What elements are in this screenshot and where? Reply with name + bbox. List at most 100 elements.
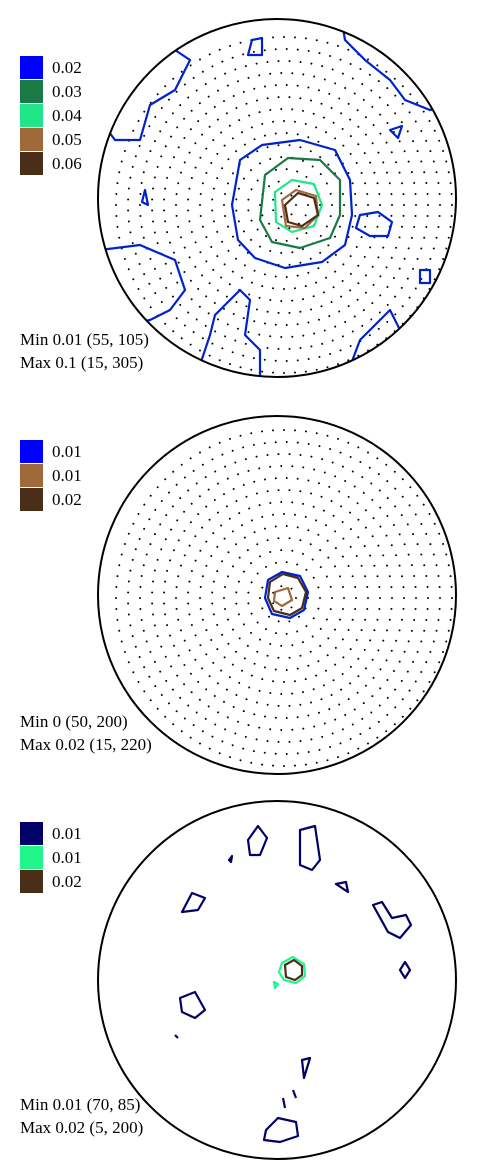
grid-dot [212, 580, 215, 583]
grid-dot [364, 116, 367, 119]
grid-dot [347, 628, 350, 631]
grid-dot [395, 639, 398, 642]
grid-dot [398, 533, 401, 536]
grid-dot [212, 220, 215, 223]
grid-dot [115, 607, 118, 610]
grid-dot [449, 575, 452, 578]
grid-dot [398, 660, 401, 663]
grid-dot [188, 187, 191, 190]
grid-dot [349, 62, 352, 65]
grid-dot [190, 624, 193, 627]
grid-dot [236, 80, 239, 83]
grid-dot [285, 525, 288, 528]
grid-dot [369, 639, 372, 642]
grid-dot [151, 602, 154, 605]
grid-dot [406, 670, 409, 673]
grid-dot [232, 705, 235, 708]
grid-dot [280, 585, 283, 588]
grid-dot [231, 530, 234, 533]
grid-dot [423, 564, 426, 567]
grid-dot [272, 513, 275, 516]
grid-dot [224, 465, 227, 468]
grid-dot [187, 591, 190, 594]
grid-dot [231, 172, 234, 175]
grid-dot [378, 489, 381, 492]
grid-dot [227, 618, 230, 621]
grid-dot [227, 182, 230, 185]
grid-dot [378, 607, 381, 610]
grid-dot [245, 698, 248, 701]
grid-dot [379, 275, 382, 278]
grid-dot [237, 220, 240, 223]
grid-dot [356, 298, 359, 301]
grid-dot [232, 312, 235, 315]
grid-dots [115, 36, 453, 374]
grid-dot [250, 219, 253, 222]
legend-label: 0.02 [52, 872, 82, 891]
grid-dot [433, 129, 436, 132]
grid-dot [299, 703, 302, 706]
grid-dot [351, 225, 354, 228]
grid-dot [164, 187, 167, 190]
grid-dot [238, 556, 241, 559]
grid-dot [296, 752, 299, 755]
grid-dot [296, 323, 299, 326]
grid-dot [201, 575, 204, 578]
grid-dot [344, 713, 347, 716]
grid-dot [293, 429, 296, 432]
grid-dot [355, 597, 357, 599]
grid-dot [285, 477, 288, 480]
grid-dot [154, 115, 157, 118]
grid-dot [201, 337, 204, 340]
grid-dot [368, 727, 371, 730]
grid-dot [235, 257, 238, 260]
grid-dot [372, 517, 375, 520]
grid-dot [437, 618, 440, 621]
grid-dot [248, 293, 251, 296]
grid-dot [317, 267, 320, 270]
grid-dot [183, 117, 186, 120]
grid-dot [353, 315, 356, 318]
grid-dot [283, 429, 285, 431]
grid-dot [205, 564, 208, 567]
grid-dot [319, 204, 321, 206]
grid-dot [250, 368, 253, 371]
grid-dot [201, 463, 204, 466]
grid-dot [330, 107, 333, 110]
grid-dot [223, 204, 225, 206]
grid-dot [312, 295, 315, 298]
grid-dot [321, 458, 324, 461]
grid-dot [364, 133, 367, 136]
grid-dot [169, 634, 172, 637]
grid-dot [216, 177, 219, 180]
grid-dot [164, 145, 167, 148]
grid-dot [118, 629, 121, 632]
grid-dot [118, 171, 121, 174]
grid-dot [401, 575, 404, 578]
grid-dot [327, 163, 330, 166]
grid-dot [288, 656, 291, 659]
grid-dot [123, 258, 126, 261]
grid-dot [127, 209, 130, 212]
grid-dot [379, 132, 382, 135]
grid-dot [266, 490, 269, 493]
grid-dot [307, 136, 310, 139]
grid-dot [269, 692, 272, 695]
grid-dot [245, 102, 248, 105]
grid-dot [377, 720, 380, 723]
grid-dot [425, 532, 428, 535]
grid-dot [228, 437, 231, 440]
grid-dot [223, 700, 225, 703]
grid-dot [356, 691, 359, 694]
grid-dot [216, 682, 219, 685]
grid-dot [379, 687, 382, 690]
grid-dot [438, 192, 441, 195]
grid-dot [317, 89, 320, 92]
grid-dot [199, 742, 201, 745]
grid-dot [366, 193, 369, 196]
grid-dot [307, 49, 310, 52]
grid-dot [338, 490, 341, 493]
grid-dot [269, 551, 272, 554]
grid-dot [127, 661, 130, 664]
grid-dot [353, 485, 356, 488]
